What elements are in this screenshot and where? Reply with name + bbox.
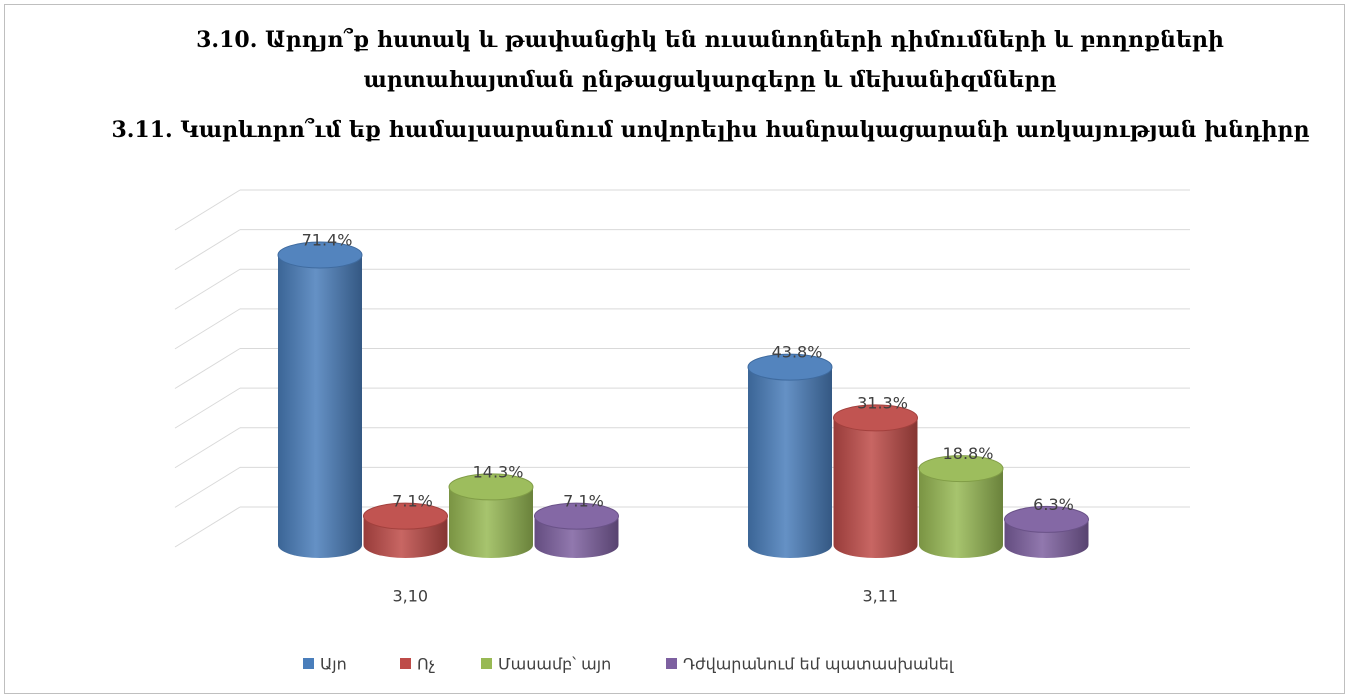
grid-line-side bbox=[174, 308, 241, 350]
grid-line-side bbox=[174, 506, 241, 548]
bar-top bbox=[918, 455, 1004, 483]
grid-line-side bbox=[174, 427, 241, 469]
x-tick-label: 3,11 bbox=[862, 587, 898, 606]
legend-label: Մասամբ՝ այո bbox=[498, 655, 611, 674]
bar bbox=[278, 255, 362, 545]
legend-label: Այո bbox=[320, 655, 347, 674]
x-tick-label: 3,10 bbox=[392, 587, 428, 606]
data-label: 6.3% bbox=[1033, 495, 1074, 514]
data-label: 31.3% bbox=[857, 393, 908, 412]
legend-swatch bbox=[666, 658, 677, 669]
bar-top bbox=[534, 502, 619, 530]
data-label: 7.1% bbox=[563, 492, 604, 511]
legend-label: Դժվարանում եմ պատասխանել bbox=[683, 655, 954, 674]
bar bbox=[833, 417, 918, 545]
legend-label: Ոչ bbox=[417, 655, 435, 674]
data-label: 18.8% bbox=[943, 444, 994, 463]
grid-line-side bbox=[174, 268, 241, 310]
legend-swatch bbox=[481, 658, 492, 669]
grid-line-side bbox=[174, 466, 241, 508]
bar-top bbox=[747, 353, 833, 381]
legend-swatch bbox=[400, 658, 411, 669]
legend-swatch bbox=[303, 658, 314, 669]
data-label: 71.4% bbox=[302, 231, 353, 250]
chart-frame bbox=[4, 4, 1345, 694]
chart-subtitle: 3.11. Կարևորո՞ւմ եք համալսարանում սովորե… bbox=[111, 117, 1310, 143]
grid-line-side bbox=[174, 387, 241, 429]
bar-top bbox=[277, 241, 363, 269]
grid-line-side bbox=[174, 348, 241, 389]
bar-top bbox=[363, 502, 448, 530]
data-label: 14.3% bbox=[473, 462, 524, 481]
bar-top bbox=[833, 404, 918, 432]
chart-title: 3.10. Արդյո՞ք հստակ և թափանցիկ են ուսանո… bbox=[196, 27, 1224, 93]
grid-line-side bbox=[174, 229, 241, 271]
data-label: 7.1% bbox=[392, 492, 433, 511]
data-label: 43.8% bbox=[772, 343, 823, 362]
bar-top bbox=[1004, 505, 1089, 533]
bar-top bbox=[448, 473, 534, 501]
grid-line-side bbox=[174, 189, 241, 231]
bar bbox=[748, 367, 832, 545]
